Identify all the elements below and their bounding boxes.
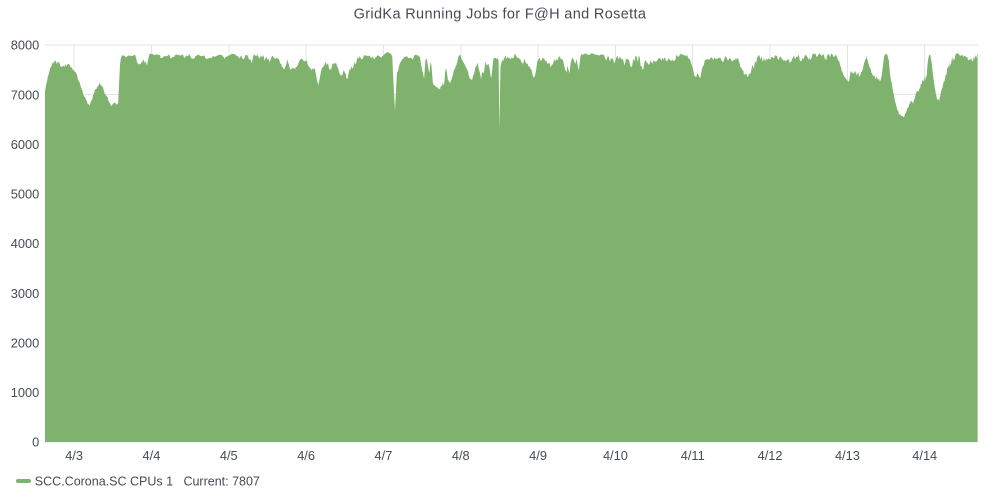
svg-text:GridKa Running Jobs for F@H an: GridKa Running Jobs for F@H and Rosetta — [354, 7, 647, 23]
svg-text:4/11: 4/11 — [681, 448, 705, 463]
svg-text:5000: 5000 — [11, 187, 39, 202]
svg-text:3000: 3000 — [11, 286, 39, 301]
svg-text:2000: 2000 — [11, 335, 39, 350]
svg-text:4/12: 4/12 — [758, 448, 783, 463]
svg-text:4/6: 4/6 — [297, 448, 315, 463]
svg-text:4000: 4000 — [11, 236, 39, 251]
svg-text:8000: 8000 — [11, 38, 39, 53]
svg-text:4/5: 4/5 — [220, 448, 238, 463]
svg-text:0: 0 — [32, 435, 39, 450]
svg-text:7000: 7000 — [11, 87, 39, 102]
svg-text:6000: 6000 — [11, 137, 39, 152]
svg-text:SCC.Corona.SC CPUs 1 Current: SCC.Corona.SC CPUs 1 Current: 7807 — [35, 475, 260, 489]
svg-text:4/9: 4/9 — [529, 448, 547, 463]
svg-text:4/10: 4/10 — [603, 448, 628, 463]
svg-text:1000: 1000 — [11, 385, 39, 400]
svg-text:4/14: 4/14 — [912, 448, 937, 463]
svg-text:4/4: 4/4 — [143, 448, 161, 463]
svg-text:4/8: 4/8 — [452, 448, 470, 463]
svg-text:4/7: 4/7 — [375, 448, 393, 463]
svg-text:4/13: 4/13 — [835, 448, 860, 463]
svg-text:4/3: 4/3 — [65, 448, 83, 463]
